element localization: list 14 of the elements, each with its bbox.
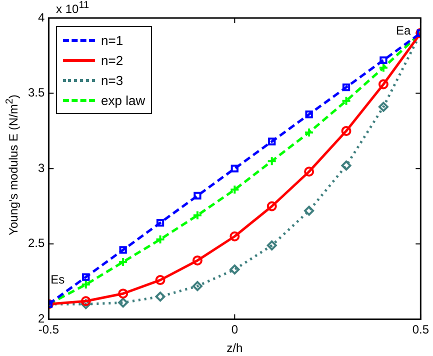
- x-tick-label: 0: [231, 322, 238, 337]
- annotation: Ea: [396, 23, 411, 38]
- annotation: Es: [50, 272, 65, 286]
- legend-label: n=3: [101, 72, 124, 88]
- y-tick-label: 2.5: [28, 236, 45, 250]
- legend-label: n=1: [101, 32, 124, 48]
- legend-label: n=2: [101, 52, 124, 68]
- y-tick-label: 3.5: [28, 86, 45, 100]
- x-tick-label: 0.5: [412, 322, 430, 337]
- x-axis-title: z/h: [226, 341, 243, 356]
- text: x 10$^{11}$: [56, 0, 90, 16]
- legend-label: exp law: [101, 92, 146, 108]
- y-tick-label: 3: [38, 160, 45, 175]
- y-tick-label: 4: [38, 10, 45, 24]
